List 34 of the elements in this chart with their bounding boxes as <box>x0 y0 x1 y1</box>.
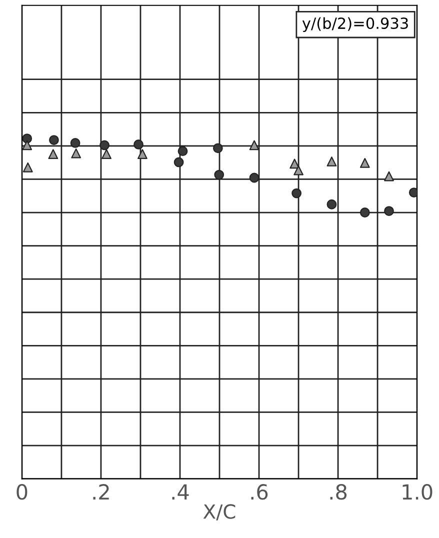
point <box>212 143 223 154</box>
x-tick-label: 1.0 <box>402 484 432 500</box>
point <box>22 140 32 150</box>
point <box>384 171 394 182</box>
point <box>326 199 337 210</box>
point <box>249 172 260 183</box>
point <box>178 146 188 156</box>
point <box>384 206 394 216</box>
point <box>48 149 58 160</box>
point <box>100 140 110 150</box>
x-tick-label: 0 <box>16 484 28 500</box>
point <box>49 135 59 145</box>
x-tick-label: .2 <box>93 484 109 500</box>
point <box>22 134 32 144</box>
x-tick-label: .6 <box>251 484 268 500</box>
point <box>138 149 148 160</box>
point <box>71 148 82 158</box>
point <box>174 157 184 168</box>
point <box>102 149 112 160</box>
point <box>294 165 304 176</box>
point <box>408 188 418 198</box>
x-tick-label: .8 <box>330 484 347 500</box>
point <box>134 140 144 150</box>
point <box>249 140 260 150</box>
point <box>360 158 370 168</box>
point <box>214 170 224 180</box>
point <box>70 138 80 148</box>
text: y/(b/2)=0.933 <box>302 17 408 32</box>
point <box>292 188 302 198</box>
point <box>22 162 33 172</box>
x-tick-label: .4 <box>172 484 189 500</box>
point <box>326 156 337 166</box>
point <box>360 208 370 218</box>
x-axis-title: X/C <box>203 504 236 520</box>
